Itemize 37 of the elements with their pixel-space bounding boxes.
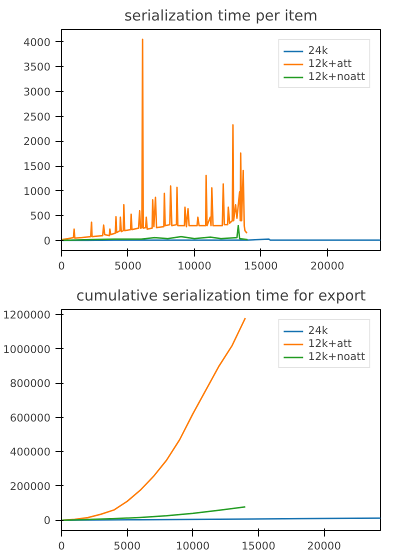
x-tick-label: 5000: [114, 260, 142, 272]
chart-title: serialization time per item: [124, 8, 318, 24]
line-series: [62, 224, 248, 242]
x-tick-label: 15000: [241, 540, 276, 552]
y-tick-label: 200000: [10, 480, 51, 493]
x-tick-label: 20000: [307, 540, 342, 552]
y-tick-label: 1000000: [3, 342, 51, 356]
legend-label: 12k+att: [308, 337, 352, 350]
y-tick-label: 0: [44, 514, 51, 528]
y-tick-label: 500: [30, 210, 51, 223]
x-tick-label: 10000: [177, 260, 212, 272]
y-tick-label: 3500: [23, 60, 51, 74]
legend-label: 12k+noatt: [308, 350, 365, 363]
y-tick-label: 3000: [23, 86, 51, 99]
x-tick-label: 5000: [114, 540, 141, 552]
line-series: [62, 38, 248, 240]
x-tick-label: 10000: [176, 540, 210, 552]
legend-label: 24k: [308, 324, 328, 337]
y-tick-label: 600000: [10, 411, 51, 424]
legend-label: 24k: [308, 44, 328, 57]
line-series: [62, 506, 246, 521]
y-tick-label: 2500: [23, 110, 51, 124]
y-tick-label: 2000: [23, 135, 51, 148]
y-tick-label: 0: [44, 234, 51, 248]
y-tick-label: 800000: [10, 377, 51, 390]
x-tick-label: 20000: [310, 260, 345, 272]
y-tick-label: 1000: [23, 184, 51, 198]
legend-label: 12k+noatt: [308, 70, 365, 83]
y-tick-label: 1200000: [3, 308, 51, 322]
y-tick-label: 400000: [10, 446, 51, 459]
x-tick-label: 0: [58, 260, 66, 272]
legend-label: 12k+att: [308, 57, 352, 70]
y-tick-label: 1500: [23, 160, 51, 174]
x-tick-label: 0: [58, 540, 66, 552]
chart-title: cumulative serialization time for export: [76, 288, 366, 304]
x-tick-label: 15000: [244, 260, 278, 272]
y-tick-label: 4000: [23, 36, 51, 49]
